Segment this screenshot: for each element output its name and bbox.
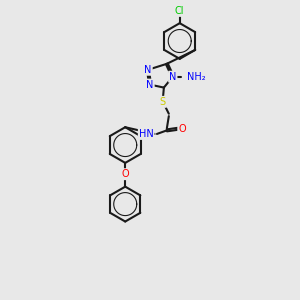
Text: NH₂: NH₂: [187, 72, 205, 82]
Text: N: N: [144, 65, 152, 75]
Text: N: N: [169, 72, 176, 82]
Text: O: O: [122, 169, 129, 179]
Text: HN: HN: [139, 129, 154, 139]
Text: Cl: Cl: [175, 6, 184, 16]
Text: O: O: [178, 124, 186, 134]
Text: N: N: [146, 80, 154, 90]
Text: S: S: [160, 97, 166, 107]
